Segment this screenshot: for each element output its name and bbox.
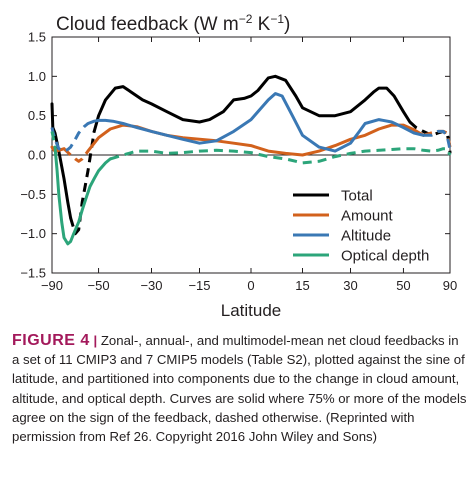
x-axis-label: Latitude [221,301,282,320]
x-tick-label: 50 [396,278,410,293]
series-line-amount [86,123,425,157]
y-tick-label: 0.5 [28,108,46,123]
figure-caption: FIGURE 4 | Zonal-, annual-, and multimod… [12,331,468,446]
x-axis: −90 −50 −30 −15 0 15 30 50 90 [41,37,457,293]
x-tick-label: 0 [247,278,254,293]
legend-entry: Total [341,188,373,205]
x-tick-label: −50 [88,278,110,293]
series-line-total [92,74,412,133]
y-tick-label: −1.5 [20,266,46,281]
x-tick-label: 30 [343,278,357,293]
legend: Total Amount Altitude Optical depth [293,188,429,265]
series-line-optical-depth [50,131,57,148]
y-tick-label: 0.0 [28,148,46,163]
y-tick-label: 1.5 [28,30,46,45]
figure-label: FIGURE 4 [12,332,90,349]
y-axis: −1.5 −1.0 −0.5 0.0 0.5 1.0 1.5 [20,30,450,281]
series-line-optical-depth [109,147,452,165]
caption-text: Zonal-, annual-, and multimodel-mean net… [12,333,467,445]
legend-entry: Amount [341,208,394,225]
series-line-amount [62,147,90,163]
x-tick-label: −15 [188,278,210,293]
cloud-feedback-chart: Cloud feedback (W m−2 K−1) −1.5 −1.0 −0.5 0… [20,12,457,320]
x-tick-label: 15 [295,278,309,293]
y-tick-label: −0.5 [20,187,46,202]
series-line-optical-depth [53,145,112,246]
x-tick-label: −90 [41,278,63,293]
y-tick-label: −1.0 [20,226,46,241]
legend-entry: Optical depth [341,248,429,265]
legend-entry: Altitude [341,228,391,245]
y-tick-label: 1.0 [28,69,46,84]
x-tick-label: 90 [443,278,457,293]
series-layer [50,74,452,246]
series-line-altitude [50,122,89,153]
x-tick-label: −30 [140,278,162,293]
caption-separator: | [93,333,98,348]
series-line-altitude [86,92,425,153]
chart-title: Cloud feedback (W m−2 K−1) [56,12,290,35]
series-line-altitude [423,129,452,152]
